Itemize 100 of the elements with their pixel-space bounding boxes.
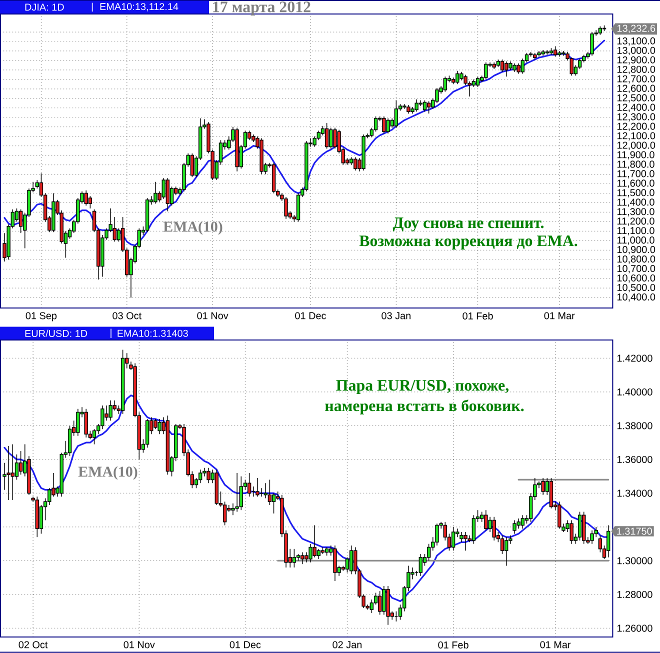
- annotation: 17 марта 2012: [213, 2, 310, 16]
- y-tick-label: 1.28000: [617, 590, 652, 598]
- candlestick: [406, 104, 410, 114]
- annotation: Доу снова не спешит.: [392, 218, 544, 232]
- y-tick-label: 12,200.0: [617, 122, 656, 131]
- candlestick: [76, 408, 80, 436]
- y-tick-label: 11,600.0: [617, 180, 654, 188]
- y-tick-label: 11,800.0: [617, 160, 654, 169]
- candlestick: [533, 52, 537, 60]
- candlestick: [312, 136, 316, 148]
- candlestick: [537, 50, 541, 58]
- y-tick-label: 12,900.0: [617, 56, 656, 65]
- candlestick: [235, 127, 239, 172]
- y-tick-label: 12,700.0: [617, 75, 656, 84]
- x-tick-label: 01 Nov: [124, 641, 155, 648]
- y-tick-label: 13,000.0: [617, 46, 656, 56]
- y-tick-label: 12,400.0: [617, 104, 656, 112]
- candlestick: [304, 140, 308, 192]
- candlestick: [84, 408, 88, 438]
- y-tick-label: 12,100.0: [617, 132, 656, 140]
- y-tick-label: 11,300.0: [617, 208, 654, 216]
- x-tick-label: 01 Dec: [230, 641, 261, 648]
- candlestick: [354, 156, 358, 171]
- y-tick-label: 12,800.0: [617, 66, 656, 74]
- y-tick-label: 11,900.0: [617, 151, 654, 160]
- y-tick-label: 10,700.0: [617, 265, 656, 274]
- y-tick-label: 1.38000: [617, 422, 652, 430]
- y-tick-label: 10,900.0: [617, 246, 656, 254]
- candlestick: [541, 50, 545, 56]
- chart-subtitle: EMA10:1.31403: [118, 330, 188, 337]
- x-tick-label: 01 Nov: [197, 312, 228, 320]
- candlestick: [308, 543, 312, 563]
- candlestick: [492, 516, 496, 541]
- candlestick: [264, 482, 268, 499]
- candlestick: [410, 106, 414, 114]
- candlestick: [154, 181, 158, 204]
- y-tick-label: 11,700.0: [617, 170, 654, 178]
- candlestick: [508, 61, 512, 70]
- candlestick: [435, 523, 439, 546]
- candlestick: [382, 586, 386, 616]
- y-tick-label: 1.42000: [617, 354, 652, 362]
- x-tick-label: 03 Jan: [382, 312, 410, 320]
- candlestick: [260, 138, 264, 175]
- y-tick-label: 1.40000: [617, 388, 652, 396]
- x-tick-label: 01 Mar: [544, 312, 575, 320]
- candlestick: [386, 118, 390, 134]
- candlestick: [460, 532, 464, 543]
- candlestick: [100, 405, 104, 430]
- y-tick-label: 10,600.0: [617, 274, 656, 283]
- candlestick: [158, 418, 162, 435]
- candlestick: [590, 32, 594, 56]
- y-tick-label: 1.26000: [617, 624, 652, 632]
- candlestick: [414, 98, 418, 112]
- annotation: Возможна коррекция до EMA.: [359, 236, 578, 250]
- candlestick: [6, 446, 10, 500]
- x-tick-label: 01 Mar: [540, 641, 571, 648]
- candlestick: [10, 444, 15, 500]
- candlestick: [464, 74, 468, 86]
- candlestick: [52, 192, 56, 232]
- candlestick: [382, 116, 386, 134]
- candlestick: [590, 530, 594, 544]
- x-tick-label: 01 Dec: [295, 312, 326, 320]
- candlestick: [333, 127, 337, 150]
- candlestick: [460, 71, 464, 81]
- y-tick-label: 11,100.0: [617, 227, 654, 236]
- candlestick: [484, 510, 488, 531]
- candlestick: [512, 520, 516, 534]
- candlestick: [60, 452, 64, 497]
- candlestick: [235, 472, 239, 512]
- x-tick-label: 02 Oct: [18, 641, 48, 648]
- series-label: EMA(10): [78, 466, 138, 480]
- candlestick: [108, 400, 112, 422]
- y-tick-label: 12,500.0: [617, 94, 656, 103]
- candlestick: [231, 502, 235, 516]
- y-tick-label: 11,500.0: [617, 189, 654, 198]
- y-tick-label: 1.34000: [617, 490, 652, 497]
- candlestick: [202, 468, 206, 477]
- x-tick-label: 02 Jan: [332, 641, 362, 648]
- candlestick: [48, 488, 52, 506]
- x-tick-label: 01 Sep: [26, 312, 57, 322]
- candlestick: [312, 524, 316, 558]
- x-tick-label: 01 Feb: [462, 312, 493, 320]
- candlestick: [492, 62, 496, 70]
- y-tick-label: 12,000.0: [617, 142, 656, 150]
- candlestick: [333, 545, 337, 582]
- candlestick: [484, 62, 488, 80]
- y-tick-label: 12,600.0: [617, 84, 656, 94]
- y-tick-label: 1.36000: [617, 456, 652, 463]
- chart-title: EUR/USD: 1D: [25, 330, 88, 337]
- candlestick: [464, 532, 468, 551]
- series-label: EMA(10): [163, 221, 222, 235]
- y-tick-label: 11,400.0: [617, 198, 654, 207]
- candlestick: [362, 134, 366, 171]
- text: 1.31750: [617, 528, 652, 535]
- candlestick: [386, 586, 390, 626]
- candlestick: [206, 468, 210, 484]
- y-tick-label: 13,100.0: [617, 37, 656, 46]
- candlestick: [329, 127, 333, 150]
- candlestick: [562, 50, 566, 56]
- annotation: намерена встать в боковик.: [325, 400, 524, 414]
